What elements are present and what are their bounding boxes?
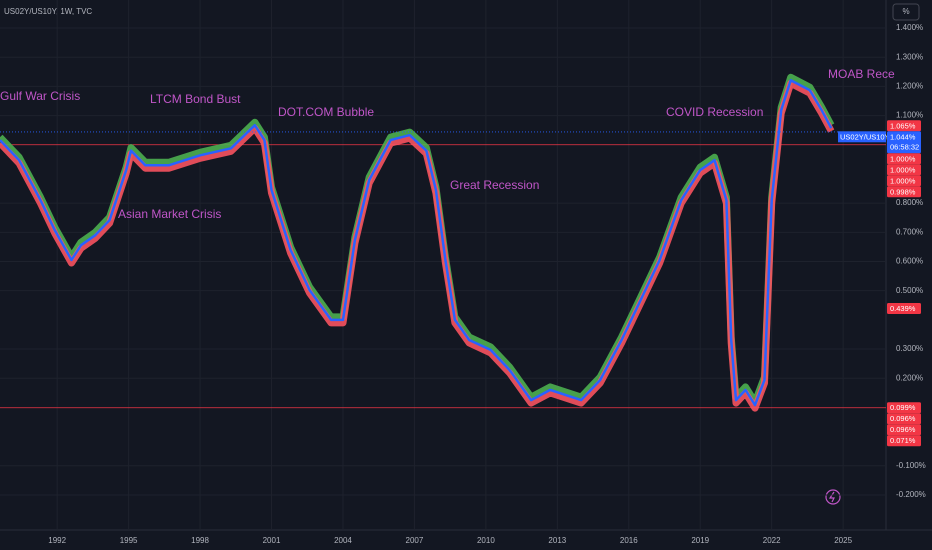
y-tick-label: 1.300% [896,52,923,61]
annotation: LTCM Bond Bust [150,92,241,106]
current-name: US02Y/US10Y [840,132,890,141]
price-label: 1.000% [890,165,916,174]
price-label-box [887,435,921,447]
x-tick-label: 1992 [48,536,66,545]
current-name-box [838,131,886,143]
price-label: 0.998% [890,187,916,196]
x-tick-label: 2010 [477,536,495,545]
unit-button[interactable] [892,3,920,21]
x-tick-label: 2007 [406,536,424,545]
annotation: COVID Recession [666,105,763,119]
y-tick-label: 0.800% [896,198,923,207]
price-label-box [887,424,921,436]
price-label: 1.000% [890,176,916,185]
countdown: 06:58:32 [890,142,919,151]
y-tick-label: 1.100% [896,111,923,120]
y-tick-label: -0.100% [896,461,926,470]
grid [0,0,886,530]
x-tick-label: 2022 [763,536,781,545]
y-tick-label: 0.600% [896,257,923,266]
price-label: 1.065% [890,121,916,130]
price-label-box [887,413,921,425]
price-label: 0.439% [890,304,916,313]
price-label: 0.071% [890,436,916,445]
y-tick-label: 0.500% [896,286,923,295]
plot [0,73,886,412]
series-line [0,79,833,407]
y-tick-label: 1.400% [896,23,923,32]
price-label-box [887,153,921,165]
x-tick-label: 2016 [620,536,638,545]
x-tick-label: 1995 [120,536,138,545]
x-tick-label: 2025 [834,536,852,545]
x-tick-label: 2004 [334,536,352,545]
price-label-box [887,186,921,198]
y-tick-label: 0.700% [896,227,923,236]
price-label-box [887,120,921,132]
x-tick-label: 2019 [691,536,709,545]
unit-label[interactable]: % [902,7,909,16]
annotation: MOAB Rece [828,67,895,81]
chart-header: US02Y/US10Y, 1W, TVC [4,7,92,16]
y-tick-label: 0.300% [896,344,923,353]
price-label: 0.096% [890,414,916,423]
price-label-box [887,302,921,314]
annotation: Great Recession [450,178,539,192]
annotation: Asian Market Crisis [118,207,221,221]
price-label: 1.000% [890,154,916,163]
current-price-label: 1.044% [890,132,916,141]
x-tick-label: 2001 [263,536,281,545]
labels: -0.200% -0.100% 0.200% 0.300% 0.500% 0.600% 0.… [0,23,926,545]
x-tick-label: 1998 [191,536,209,545]
price-label-box [887,402,921,414]
annotation: DOT.COM Bubble [278,105,374,119]
y-tick-label: 1.200% [896,81,923,90]
y-tick-label: -0.200% [896,490,926,499]
price-label: 0.099% [890,403,916,412]
price-label: 0.096% [890,425,916,434]
current-price-box [887,131,921,154]
x-tick-label: 2013 [548,536,566,545]
y-tick-label: 0.200% [896,373,923,382]
price-label-box [887,164,921,176]
annotation: Gulf War Crisis [0,89,80,103]
price-label-box [887,175,921,187]
lightning-icon[interactable] [825,489,841,505]
